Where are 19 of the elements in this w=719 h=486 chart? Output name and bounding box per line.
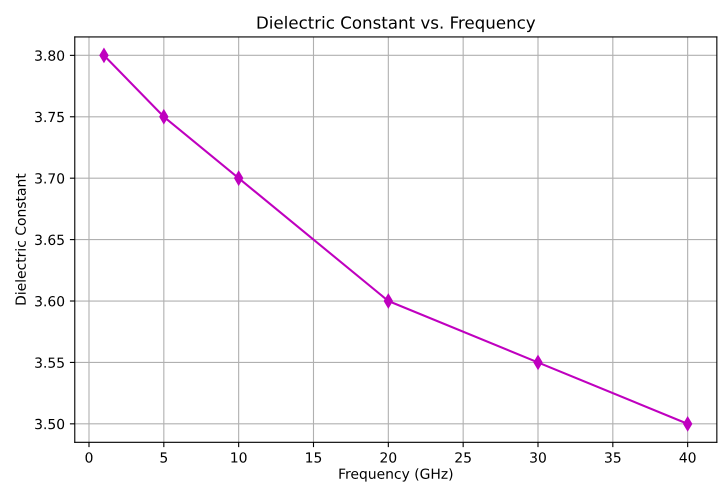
x-tick-label: 35 [605, 452, 620, 463]
y-tick-label: 3.55 [35, 357, 64, 368]
y-axis-title: Dielectric Constant [15, 174, 26, 305]
y-tick-label: 3.70 [35, 173, 64, 184]
x-axis-title: Frequency (GHz) [339, 468, 452, 482]
x-tick-label: 40 [680, 452, 696, 463]
y-tick-label: 3.50 [35, 418, 64, 430]
x-tick-label: 10 [231, 452, 247, 463]
x-tick-label: 30 [530, 452, 546, 463]
y-tick-label: 3.65 [35, 234, 64, 246]
x-tick-label: 15 [306, 452, 322, 463]
x-tick-label: 25 [455, 452, 471, 463]
chart-title: Dielectric Constant vs. Frequency [258, 16, 536, 32]
y-tick-label: 3.75 [35, 112, 64, 122]
x-tick-label: 5 [160, 452, 168, 463]
y-tick-label: 3.60 [35, 296, 64, 306]
x-tick-label: 0 [85, 452, 92, 463]
x-tick-label: 20 [380, 452, 396, 463]
y-tick-label: 3.80 [35, 50, 64, 61]
